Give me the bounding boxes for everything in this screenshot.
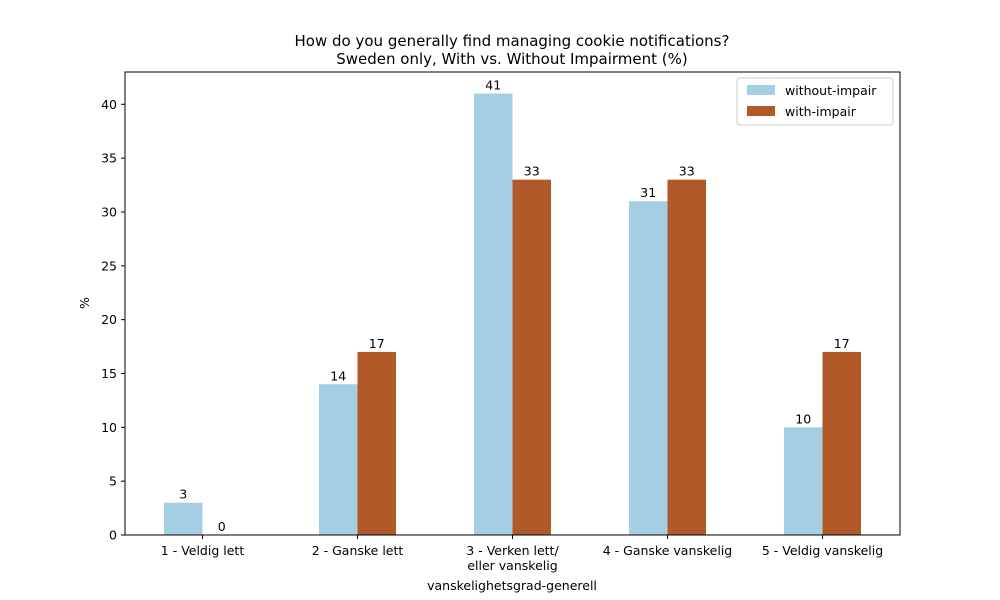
y-tick-label: 20: [101, 312, 117, 327]
bar-value-label: 0: [218, 519, 226, 534]
bar-value-label: 3: [179, 487, 187, 502]
y-tick-label: 5: [109, 474, 117, 489]
y-tick-label: 15: [101, 366, 117, 381]
x-tick-label: eller vanskelig: [467, 558, 557, 573]
bar-without-impair-5: [784, 427, 823, 535]
bar-value-label: 33: [679, 164, 695, 179]
y-tick-label: 0: [109, 528, 117, 543]
plot-area: 3 14 41 31 10 0 17 33 33 17 0 5 10 15 20 25 30 35 40 1 - Ve…: [101, 71, 901, 573]
legend-swatch-with-impair: [747, 106, 775, 116]
x-axis-label: vanskelighetsgrad-generell: [427, 578, 597, 593]
bar-without-impair-1: [164, 502, 203, 535]
y-tick-label: 10: [101, 420, 117, 435]
y-axis-label: %: [77, 297, 92, 309]
bar-with-impair-4: [667, 179, 706, 535]
x-tick-label: 5 - Veldig vanskelig: [762, 543, 883, 558]
y-tick-label: 25: [101, 258, 117, 273]
bar-value-label: 17: [834, 336, 850, 351]
bar-value-label: 14: [330, 368, 346, 383]
x-tick-label: 3 - Verken lett/: [466, 543, 559, 558]
y-tick-label: 40: [101, 97, 117, 112]
legend-label-without-impair: without-impair: [785, 83, 877, 98]
bar-value-label: 31: [640, 185, 656, 200]
bar-with-impair-5: [822, 351, 861, 535]
chart-subtitle: Sweden only, With vs. Without Impairment…: [336, 50, 688, 68]
bar-with-impair-2: [357, 351, 396, 535]
bar-without-impair-3: [474, 93, 513, 535]
legend-label-with-impair: with-impair: [785, 104, 857, 119]
bar-value-label: 33: [524, 164, 540, 179]
chart-title: How do you generally find managing cooki…: [295, 32, 730, 50]
bar-without-impair-4: [629, 201, 668, 536]
bar-value-label: 10: [795, 411, 811, 426]
bar-value-label: 41: [485, 78, 501, 93]
x-tick-label: 4 - Ganske vanskelig: [603, 543, 733, 558]
x-tick-label: 2 - Ganske lett: [312, 543, 404, 558]
bar-with-impair-3: [512, 179, 551, 535]
bar-without-impair-2: [319, 384, 358, 535]
x-tick-label: 1 - Veldig lett: [161, 543, 245, 558]
y-tick-label: 35: [101, 151, 117, 166]
legend-swatch-without-impair: [747, 85, 775, 95]
legend: without-impair with-impair: [736, 77, 894, 126]
legend-box: [736, 77, 894, 126]
bar-value-label: 17: [369, 336, 385, 351]
y-tick-label: 30: [101, 204, 117, 219]
